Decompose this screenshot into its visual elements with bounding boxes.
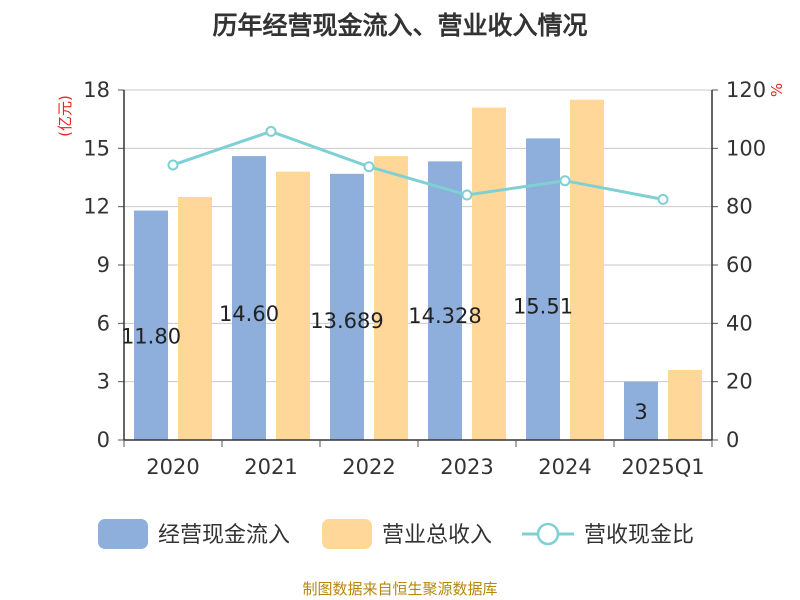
data-label: 14.60 <box>219 302 279 326</box>
x-tick-label: 2023 <box>440 455 493 479</box>
y-left-unit-label: (亿元) <box>56 95 74 137</box>
ratio-point <box>265 125 277 137</box>
ratio-point <box>461 189 473 201</box>
legend-label-cash-inflow: 经营现金流入 <box>158 523 290 548</box>
y-right-tick-label: 100 <box>726 136 766 160</box>
y-left-tick-label: 3 <box>97 370 110 394</box>
bar <box>178 196 212 440</box>
legend-label-revenue: 营业总收入 <box>382 523 492 548</box>
x-tick-label: 2025Q1 <box>621 455 704 479</box>
bar <box>428 161 462 440</box>
ratio-line <box>172 129 664 201</box>
y-left-tick-label: 6 <box>97 311 110 335</box>
y-left-tick-label: 18 <box>83 78 110 102</box>
data-label: 14.328 <box>408 304 481 328</box>
bar <box>668 370 702 440</box>
bar <box>526 138 560 440</box>
y-right-tick-label: 40 <box>726 311 753 335</box>
legend-swatch-revenue <box>322 519 372 549</box>
chart-title: 历年经营现金流入、营业收入情况 <box>212 11 588 40</box>
y-left-tick-label: 9 <box>97 253 110 277</box>
data-labels: 11.80 14.60 13.689 14.328 15.51 3 <box>121 294 648 423</box>
x-tick-label: 2021 <box>244 455 297 479</box>
bar <box>232 156 266 440</box>
bar <box>134 210 168 440</box>
legend-marker-ratio <box>536 522 560 546</box>
y-left-tick-label: 0 <box>97 428 110 452</box>
data-label: 13.689 <box>310 309 383 333</box>
x-tick-label: 2020 <box>146 455 199 479</box>
bar <box>570 99 604 440</box>
line-series <box>167 125 669 205</box>
axes: 0 3 6 9 12 15 18 0 20 40 60 80 100 120 (亿元)% 2020 2021 20… <box>56 78 786 479</box>
data-label: 3 <box>634 400 647 424</box>
bars <box>134 99 702 441</box>
ratio-point <box>363 161 375 173</box>
ratio-point <box>167 159 179 171</box>
bar <box>330 173 364 441</box>
legend-swatch-cash-inflow <box>98 519 148 549</box>
x-tick-label: 2022 <box>342 455 395 479</box>
y-left-tick-label: 15 <box>83 136 110 160</box>
ratio-point <box>559 175 571 187</box>
y-right-unit-label: % <box>768 83 786 97</box>
x-tick-label: 2024 <box>538 455 591 479</box>
bar <box>276 171 310 440</box>
legend-label-ratio: 营收现金比 <box>584 523 694 548</box>
y-right-tick-label: 60 <box>726 253 753 277</box>
y-right-tick-label: 80 <box>726 195 753 219</box>
y-right-tick-label: 20 <box>726 370 753 394</box>
ratio-point <box>657 193 669 205</box>
bar <box>472 107 506 440</box>
y-left-tick-label: 12 <box>83 195 110 219</box>
bar <box>624 381 658 440</box>
y-right-tick-label: 0 <box>726 428 739 452</box>
data-label: 11.80 <box>121 325 181 349</box>
legend: 经营现金流入 营业总收入 营收现金比 <box>98 519 694 549</box>
data-label: 15.51 <box>513 294 573 318</box>
grid-lines <box>124 89 712 383</box>
source-note: 制图数据来自恒生聚源数据库 <box>302 580 498 598</box>
y-right-tick-label: 120 <box>726 78 766 102</box>
bar <box>374 156 408 440</box>
